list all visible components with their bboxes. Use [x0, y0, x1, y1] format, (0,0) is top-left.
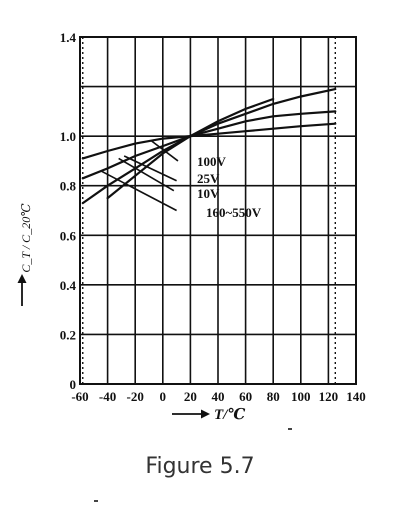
x-tick-label: 0: [160, 389, 167, 404]
curve-label: 25V: [197, 171, 220, 186]
y-tick-label: 0: [70, 377, 77, 392]
plot-frame: [79, 36, 357, 385]
curve-1: [81, 122, 337, 160]
curve-label: 10V: [197, 186, 220, 201]
y-tick-label: 0.2: [60, 327, 76, 342]
x-axis-title: T/℃: [172, 407, 245, 423]
x-tick-label: 60: [239, 389, 252, 404]
x-tick-label: -20: [127, 389, 144, 404]
curve-label-leader: [123, 155, 177, 182]
y-axis-label: C_T / C_20℃: [19, 203, 33, 273]
scan-speck: [94, 500, 98, 502]
x-tick-label: 140: [346, 389, 366, 404]
x-tick-label: -40: [99, 389, 116, 404]
x-tick-label: 20: [184, 389, 197, 404]
x-tick-label: 120: [319, 389, 339, 404]
figure-caption: Figure 5.7: [145, 454, 255, 479]
x-axis-label: T/℃: [214, 407, 245, 423]
curve-label-leader: [100, 170, 177, 212]
x-tick-label: 40: [212, 389, 225, 404]
y-tick-label: 1.0: [60, 129, 76, 144]
curve-label-leader: [151, 140, 179, 162]
scan-speck: [288, 428, 292, 430]
curve-label-leader: [118, 157, 175, 192]
leader-lines: [100, 140, 179, 212]
x-tick-label: 100: [291, 389, 311, 404]
y-axis-arrowhead: [17, 274, 27, 283]
y-tick-label: 0.8: [60, 179, 77, 194]
curve-label: 160~550V: [206, 205, 262, 220]
x-tick-labels: -60 -40 -20 0 20 40 60 80 100 120 140: [71, 389, 365, 404]
curve-label: 100V: [197, 154, 227, 169]
curve-4: [106, 97, 275, 200]
y-axis-title: C_T / C_20℃: [17, 203, 33, 306]
y-tick-label: 0.6: [60, 228, 77, 243]
y-tick-label: 0.4: [60, 278, 77, 293]
y-tick-labels: 0 0.2 0.4 0.6 0.8 1.0 1.4: [60, 30, 77, 392]
x-tick-label: 80: [267, 389, 280, 404]
curves-layer: [81, 87, 337, 205]
curve-2: [81, 110, 337, 180]
x-tick-label: -60: [71, 389, 88, 404]
y-tick-label: 1.4: [60, 30, 77, 45]
x-axis-arrowhead: [201, 409, 210, 419]
